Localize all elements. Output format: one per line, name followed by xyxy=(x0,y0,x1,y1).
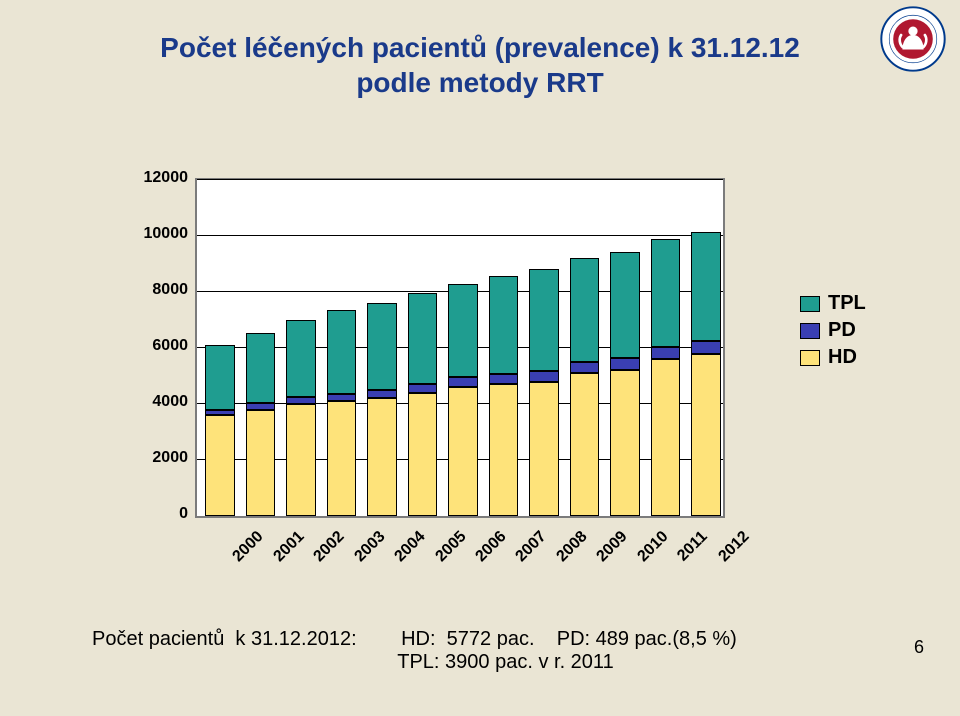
xtick-label: 2002 xyxy=(311,528,349,566)
bar-tpl xyxy=(246,333,276,403)
xtick-label: 2011 xyxy=(674,528,711,565)
bar-hd xyxy=(246,410,276,516)
title-line2: podle metody RRT xyxy=(356,67,603,98)
bar-tpl xyxy=(286,320,316,397)
legend-label: TPL xyxy=(828,292,866,315)
chart-legend: TPL PD HD xyxy=(800,288,890,373)
bar-tpl xyxy=(408,293,438,384)
xtick-label: 2001 xyxy=(270,528,308,566)
ytick-label: 6000 xyxy=(110,337,188,355)
bar-tpl xyxy=(448,284,478,378)
bar-tpl xyxy=(610,252,640,358)
xtick-label: 2007 xyxy=(513,528,551,566)
xtick-label: 2012 xyxy=(715,528,753,566)
bar-pd xyxy=(691,341,721,355)
plot-area xyxy=(195,178,725,518)
ytick-label: 12000 xyxy=(110,169,188,187)
bar-pd xyxy=(286,397,316,404)
legend-swatch xyxy=(800,323,820,339)
bar-pd xyxy=(651,347,681,360)
bar-pd xyxy=(448,377,478,387)
ytick-label: 4000 xyxy=(110,393,188,411)
legend-item-pd: PD xyxy=(800,319,890,342)
ytick-label: 2000 xyxy=(110,449,188,467)
legend-swatch xyxy=(800,296,820,312)
bar-hd xyxy=(408,393,438,516)
bar-tpl xyxy=(327,310,357,394)
ytick-label: 0 xyxy=(110,505,188,523)
bar-hd xyxy=(529,382,559,516)
bar-pd xyxy=(327,394,357,402)
bar-pd xyxy=(408,384,438,393)
legend-label: PD xyxy=(828,319,856,342)
ytick-label: 10000 xyxy=(110,225,188,243)
bar-hd xyxy=(489,384,519,516)
bar-pd xyxy=(367,390,397,398)
legend-swatch xyxy=(800,350,820,366)
bar-hd xyxy=(367,398,397,516)
bar-tpl xyxy=(529,269,559,371)
bar-hd xyxy=(651,359,681,516)
bar-hd xyxy=(610,370,640,516)
bar-hd xyxy=(205,415,235,516)
bar-pd xyxy=(529,371,559,382)
gridline xyxy=(197,235,723,236)
legend-label: HD xyxy=(828,346,857,369)
slide-title: Počet léčených pacientů (prevalence) k 3… xyxy=(60,30,900,100)
bar-tpl xyxy=(205,345,235,409)
ytick-label: 8000 xyxy=(110,281,188,299)
footer-text: Počet pacientů k 31.12.2012: HD: 5772 pa… xyxy=(92,628,737,674)
footer-line2: TPL: 3900 pac. v r. 2011 xyxy=(92,651,737,674)
bar-tpl xyxy=(691,232,721,341)
bar-pd xyxy=(205,410,235,416)
xtick-label: 2010 xyxy=(634,528,672,566)
xtick-label: 2005 xyxy=(432,528,470,566)
xtick-label: 2008 xyxy=(553,528,591,566)
bar-pd xyxy=(489,374,519,384)
footer-line1: Počet pacientů k 31.12.2012: HD: 5772 pa… xyxy=(92,628,737,651)
bar-tpl xyxy=(651,239,681,347)
bar-hd xyxy=(691,354,721,516)
legend-item-tpl: TPL xyxy=(800,292,890,315)
xtick-label: 2003 xyxy=(351,528,389,566)
bar-hd xyxy=(327,401,357,516)
title-line1: Počet léčených pacientů (prevalence) k 3… xyxy=(160,32,800,63)
xtick-label: 2006 xyxy=(472,528,510,566)
xtick-label: 2000 xyxy=(230,528,268,566)
bar-tpl xyxy=(570,258,600,362)
rrt-chart: 020004000600080001000012000 200020012002… xyxy=(110,168,770,588)
bar-hd xyxy=(570,373,600,516)
xtick-label: 2004 xyxy=(391,528,429,566)
bar-hd xyxy=(448,387,478,516)
page-number: 6 xyxy=(914,637,924,658)
bar-pd xyxy=(610,358,640,370)
gridline xyxy=(197,179,723,180)
bar-hd xyxy=(286,404,316,516)
bar-pd xyxy=(246,403,276,409)
bar-tpl xyxy=(367,303,397,390)
bar-tpl xyxy=(489,276,519,374)
legend-item-hd: HD xyxy=(800,346,890,369)
xtick-label: 2009 xyxy=(594,528,632,566)
bar-pd xyxy=(570,362,600,373)
